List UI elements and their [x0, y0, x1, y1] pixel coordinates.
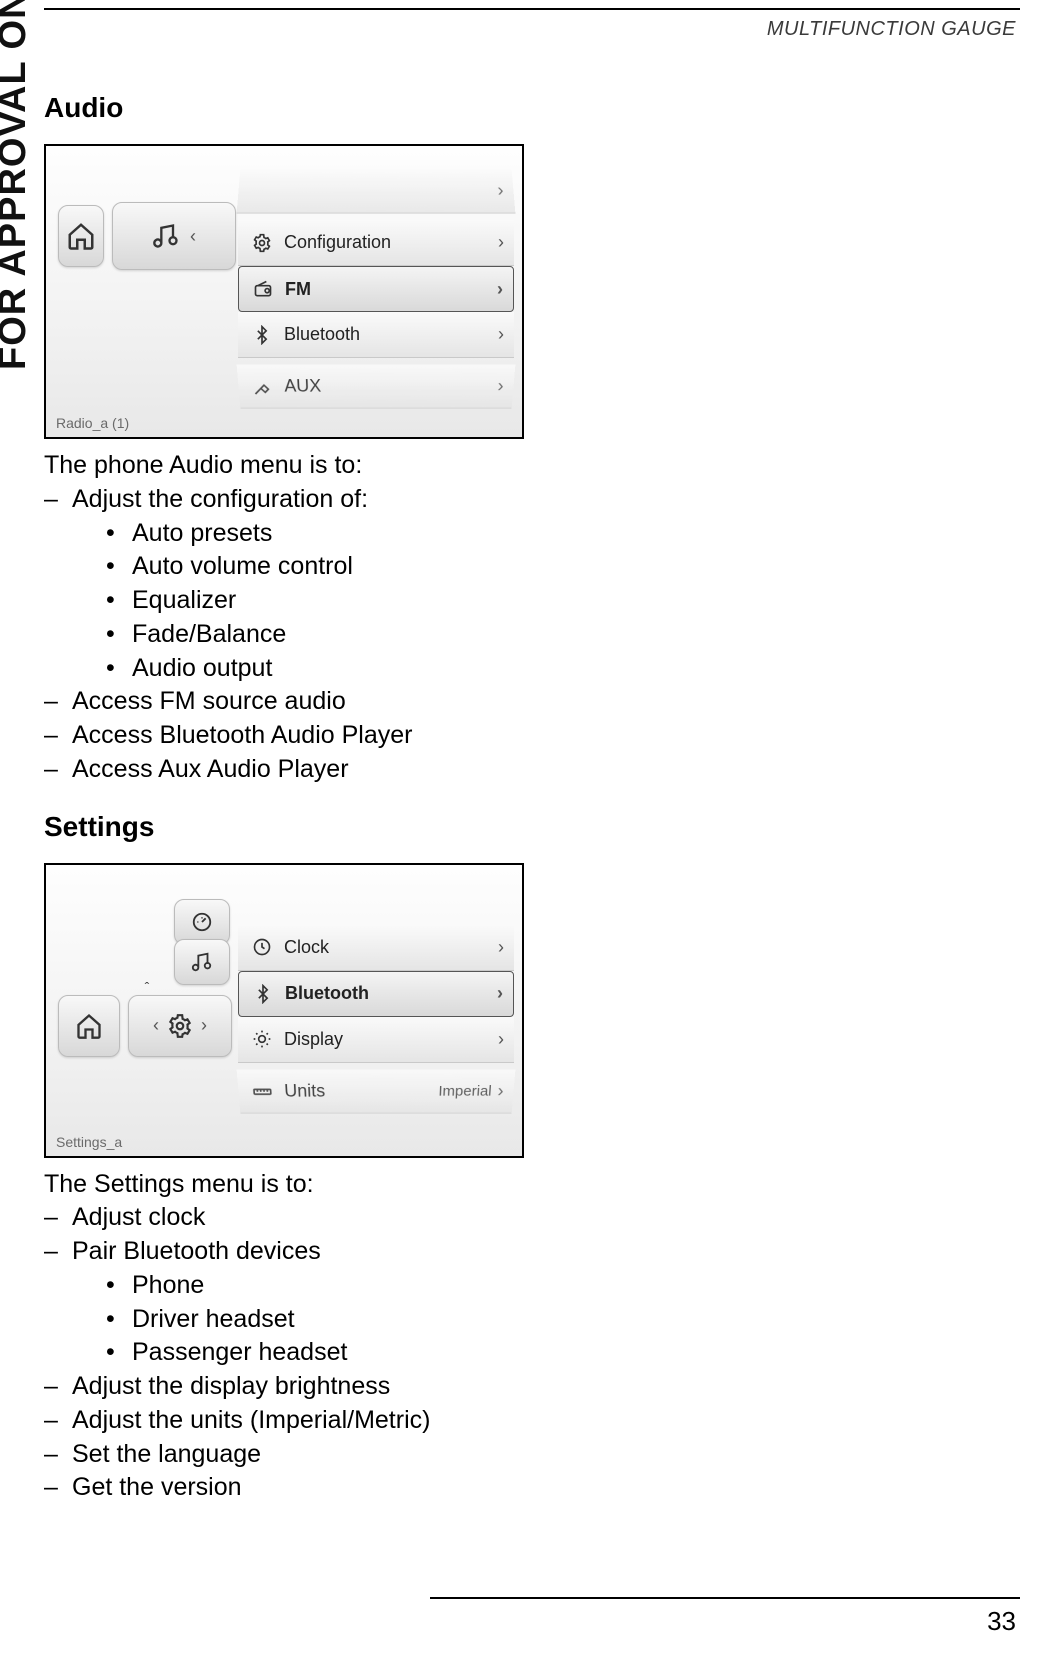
list-item: Auto volume control	[106, 550, 884, 584]
list-text: Pair Bluetooth devices	[72, 1237, 321, 1265]
menu-row-bluetooth[interactable]: Bluetooth ›	[238, 971, 514, 1017]
list-item: Access Aux Audio Player	[44, 753, 884, 787]
music-tab-small[interactable]	[174, 939, 230, 985]
list-item: Phone	[106, 1269, 884, 1303]
menu-row-clock[interactable]: Clock ›	[238, 925, 514, 971]
audio-intro: The phone Audio menu is to:	[44, 449, 884, 483]
menu-label: Configuration	[284, 232, 498, 253]
gauge-icon	[191, 911, 213, 933]
menu-row-aux[interactable]: AUX ›	[237, 364, 516, 408]
settings-menu-list: Clock › Bluetooth › Display › Units Impe…	[238, 925, 514, 1109]
chevron-right-icon: ›	[498, 324, 504, 345]
chevron-right-icon: ›	[497, 279, 503, 300]
menu-label: Bluetooth	[285, 983, 497, 1004]
home-tab[interactable]	[58, 205, 104, 267]
menu-label: Bluetooth	[284, 324, 498, 345]
menu-value: Imperial	[438, 1083, 492, 1099]
header-section-label: MULTIFUNCTION GAUGE	[767, 18, 1016, 41]
list-item: Auto presets	[106, 517, 884, 551]
menu-row-display[interactable]: Display ›	[238, 1017, 514, 1063]
chevron-right-icon: ›	[498, 1029, 504, 1050]
music-icon	[191, 951, 213, 973]
list-item: Adjust clock	[44, 1201, 884, 1235]
home-icon	[75, 1012, 103, 1040]
list-item: Passenger headset	[106, 1336, 884, 1370]
list-item: Fade/Balance	[106, 618, 884, 652]
page-number: 33	[987, 1606, 1016, 1637]
chevron-right-icon: ›	[201, 1015, 207, 1036]
list-item: Adjust the units (Imperial/Metric)	[44, 1404, 884, 1438]
chevron-right-icon: ›	[497, 1081, 505, 1101]
chevron-left-icon: ‹	[153, 1015, 159, 1036]
ruler-icon	[248, 1081, 277, 1100]
footer-rule	[430, 1597, 1020, 1599]
radio-icon	[249, 279, 277, 299]
settings-fig-tabs: ˆ ‹ ›	[58, 899, 236, 1051]
music-tab[interactable]: ‹	[112, 202, 236, 270]
menu-row-bluetooth[interactable]: Bluetooth ›	[238, 312, 514, 358]
chevron-right-icon: ›	[497, 983, 503, 1004]
settings-intro: The Settings menu is to:	[44, 1168, 884, 1202]
settings-figure: ˆ ‹ › Clock › Bluetooth ›	[44, 863, 524, 1158]
list-item: Set the language	[44, 1438, 884, 1472]
bluetooth-icon	[248, 325, 276, 345]
top-rule	[44, 8, 1020, 10]
settings-heading: Settings	[44, 811, 884, 843]
audio-menu-list: › Configuration › FM › Bluetooth › AUX ›	[238, 174, 514, 404]
audio-figure-caption: Radio_a (1)	[56, 415, 129, 431]
list-item: Access Bluetooth Audio Player	[44, 719, 884, 753]
chevron-right-icon: ›	[498, 232, 504, 253]
list-item: Pair Bluetooth devices Phone Driver head…	[44, 1235, 884, 1370]
music-icon	[152, 222, 180, 250]
chevron-left-icon: ‹	[190, 226, 196, 247]
list-item: Access FM source audio	[44, 685, 884, 719]
list-item: Driver headset	[106, 1303, 884, 1337]
gear-icon	[248, 233, 276, 253]
brightness-icon	[248, 1029, 276, 1049]
chevron-right-icon: ›	[497, 376, 505, 396]
approval-watermark: FOR APPROVAL ONLY	[0, 0, 35, 370]
audio-fig-tabs: ‹	[58, 202, 236, 264]
menu-label: Clock	[284, 937, 498, 958]
list-item: Adjust the display brightness	[44, 1370, 884, 1404]
list-item: Audio output	[106, 652, 884, 686]
audio-heading: Audio	[44, 92, 884, 124]
audio-figure: ‹ › Configuration › FM › Bluetooth ›	[44, 144, 524, 439]
list-item: Adjust the configuration of: Auto preset…	[44, 483, 884, 686]
menu-label: AUX	[284, 376, 499, 396]
list-item: Equalizer	[106, 584, 884, 618]
menu-label: Units	[284, 1081, 439, 1101]
aux-icon	[248, 377, 277, 396]
gauge-tab[interactable]	[174, 899, 230, 945]
gear-icon	[167, 1013, 193, 1039]
menu-row-configuration[interactable]: Configuration ›	[238, 220, 514, 266]
home-tab[interactable]	[58, 995, 120, 1057]
menu-row-fm[interactable]: FM ›	[238, 266, 514, 312]
menu-row-overflow[interactable]: ›	[237, 169, 516, 213]
chevron-right-icon: ›	[498, 937, 504, 958]
home-icon	[66, 221, 96, 251]
settings-tab[interactable]: ‹ ›	[128, 995, 232, 1057]
menu-row-units[interactable]: Units Imperial ›	[237, 1069, 516, 1113]
bluetooth-icon	[249, 984, 277, 1004]
chevron-right-icon: ›	[497, 181, 505, 201]
settings-figure-caption: Settings_a	[56, 1134, 122, 1150]
menu-label: FM	[285, 279, 497, 300]
list-text: Adjust the configuration of:	[72, 485, 368, 513]
list-item: Get the version	[44, 1471, 884, 1505]
menu-label: Display	[284, 1029, 498, 1050]
clock-icon	[248, 937, 276, 957]
